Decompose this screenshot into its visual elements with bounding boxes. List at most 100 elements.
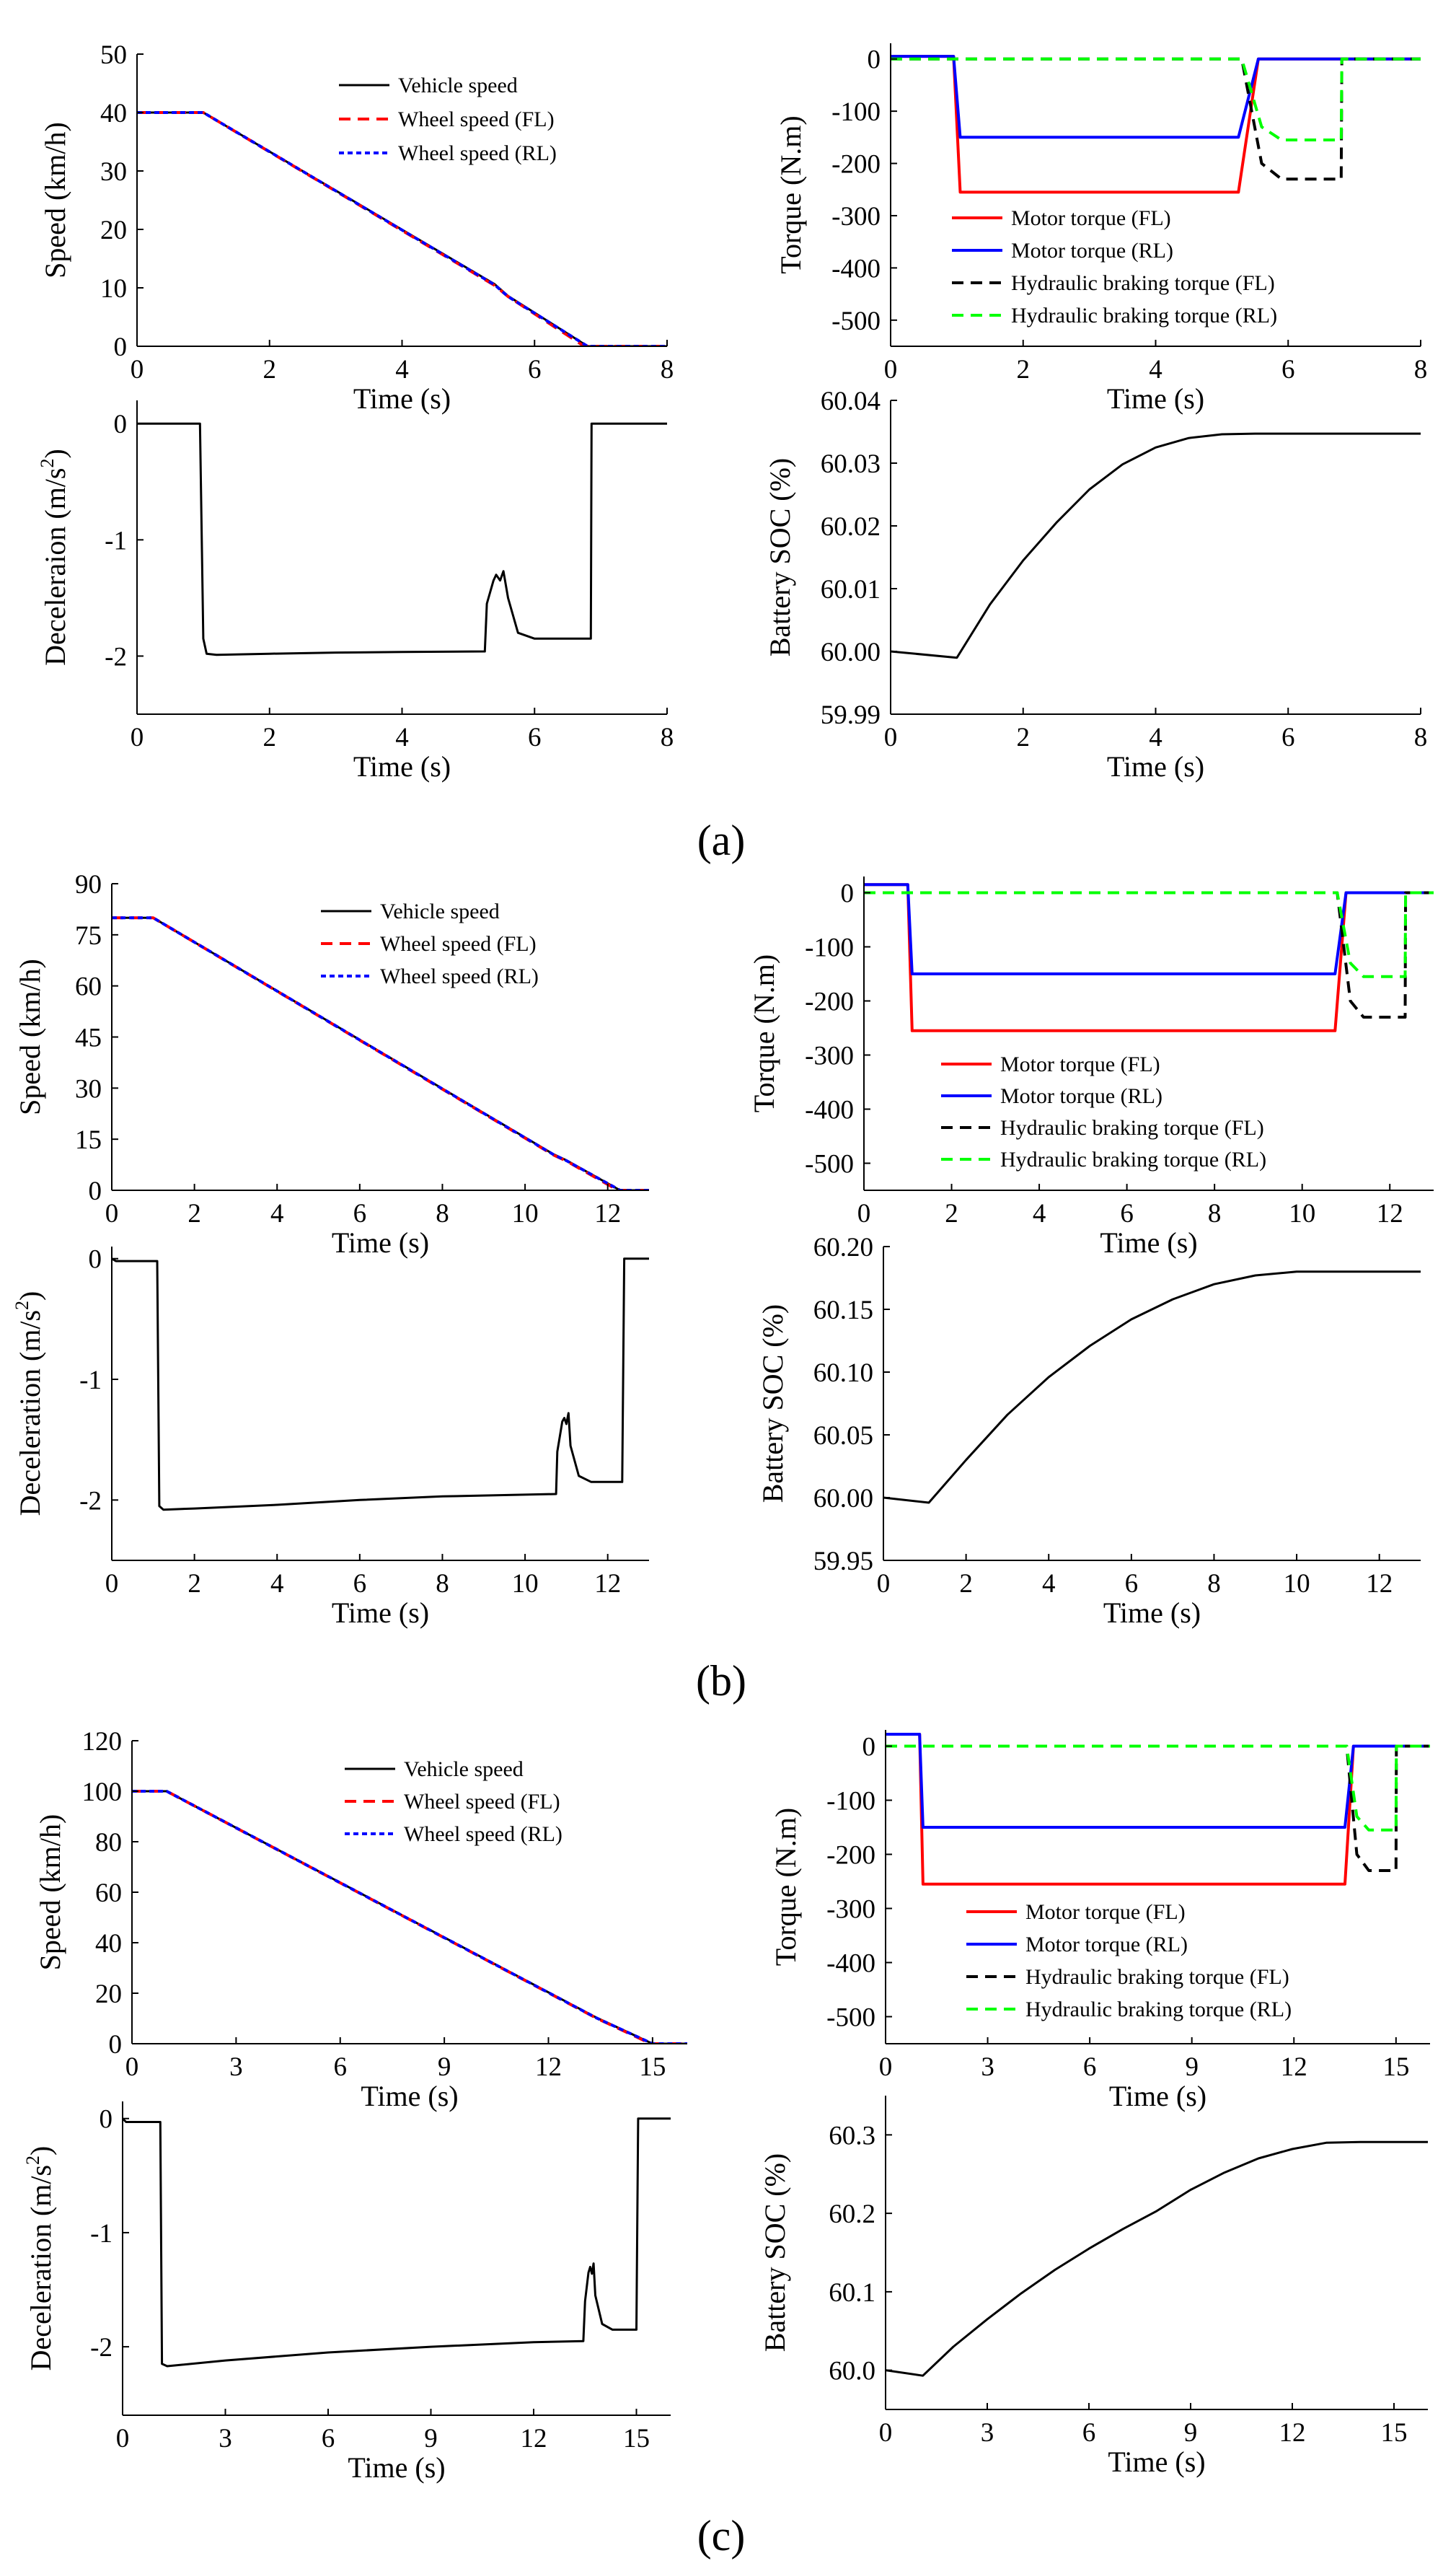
x-tick-label: 8 — [1414, 723, 1428, 752]
legend-label: Wheel speed (RL) — [398, 141, 557, 165]
legend-label: Vehicle speed — [398, 74, 518, 97]
y-tick-label: -500 — [805, 1150, 854, 1179]
y-tick-label: 10 — [100, 274, 127, 304]
legend-label: Motor torque (FL) — [1011, 206, 1171, 230]
y-tick-label: -1 — [105, 526, 127, 555]
y-axis-label: Battery SOC (%) — [759, 2153, 791, 2352]
chart-b-soc: 0 2 4 6 8 10 12 59.95 60.00 60.05 60.10 60.15 60.20 T… — [756, 1233, 1421, 1629]
y-tick-label: 0 — [114, 333, 128, 362]
x-tick-label: 10 — [512, 1199, 539, 1229]
x-axis-label: Time (s) — [332, 1226, 429, 1259]
x-tick-label: 4 — [270, 1199, 284, 1229]
y-tick-label: 40 — [95, 1929, 122, 1959]
y-tick-label: 60.05 — [813, 1421, 873, 1451]
x-tick-label: 4 — [395, 355, 409, 385]
y-tick-label: -300 — [826, 1895, 875, 1925]
series-line-c-torque-1 — [886, 1733, 1430, 1829]
y-axis-label-sup: 2 — [22, 2156, 43, 2165]
x-tick-label: 0 — [131, 355, 144, 385]
y-axis-label-end: ) — [14, 1291, 46, 1301]
x-tick-label: 12 — [1279, 2418, 1306, 2448]
y-tick-label: 40 — [100, 99, 127, 128]
x-tick-label: 12 — [1281, 2052, 1307, 2082]
x-tick-label: 6 — [1125, 1569, 1139, 1599]
chart-c-decel: 0 3 6 9 12 15 0 -1 -2 Time (s) Deceleration (m/s2) — [22, 2101, 671, 2484]
x-tick-label: 8 — [661, 355, 674, 385]
legend-label: Hydraulic braking torque (FL) — [1000, 1116, 1264, 1140]
legend-label: Hydraulic braking torque (RL) — [1011, 304, 1277, 328]
x-tick-label: 6 — [528, 723, 542, 752]
x-tick-label: 0 — [884, 355, 898, 385]
x-tick-label: 4 — [270, 1569, 284, 1599]
y-tick-label: 59.95 — [813, 1547, 873, 1576]
x-tick-label: 6 — [322, 2424, 335, 2453]
legend-label: Motor torque (RL) — [1000, 1084, 1162, 1108]
series-line-c-decel-0 — [123, 2117, 671, 2368]
x-tick-label: 6 — [1083, 2052, 1097, 2082]
x-tick-label: 2 — [1017, 723, 1031, 752]
chart-b-speed: 0 2 4 6 8 10 12 0 15 30 45 60 75 90 Time (s) Speed (km/… — [14, 870, 649, 1259]
legend-label: Vehicle speed — [404, 1757, 524, 1781]
x-axis-label: Time (s) — [353, 750, 451, 783]
y-tick-label: 20 — [95, 1980, 122, 2009]
x-tick-label: 8 — [1207, 1569, 1221, 1599]
legend-b-speed: Vehicle speed Wheel speed (FL) Wheel speed… — [321, 900, 539, 988]
y-axis-label-main: Deceleration (m/s — [14, 1310, 46, 1516]
x-tick-label: 12 — [535, 2052, 562, 2082]
y-tick-label: -2 — [79, 1486, 102, 1516]
y-axis-label: Deceleraion (m/s2) — [37, 449, 71, 666]
y-tick-label: 45 — [75, 1024, 102, 1053]
legend-c-speed: Vehicle speed Wheel speed (FL) Wheel speed… — [345, 1757, 562, 1846]
panel-label-a: (a) — [697, 817, 746, 864]
legend-label: Motor torque (FL) — [1000, 1053, 1160, 1076]
series-line-c-speed-2 — [132, 1790, 687, 2044]
y-tick-label: 80 — [95, 1828, 122, 1858]
x-tick-label: 4 — [1149, 723, 1162, 752]
legend-label: Hydraulic braking torque (FL) — [1025, 1965, 1289, 1989]
x-tick-label: 12 — [594, 1569, 621, 1599]
x-tick-label: 10 — [1284, 1569, 1310, 1599]
legend-label: Wheel speed (RL) — [380, 965, 539, 988]
legend-b-torque: Motor torque (FL) Motor torque (RL) Hydrau… — [941, 1053, 1266, 1172]
x-tick-label: 4 — [1042, 1569, 1056, 1599]
y-tick-label: 0 — [868, 45, 881, 75]
x-tick-label: 6 — [528, 355, 542, 385]
y-tick-label: -100 — [826, 1787, 875, 1816]
y-axis-label: Battery SOC (%) — [764, 458, 796, 657]
y-tick-label: -2 — [90, 2333, 112, 2363]
x-tick-label: 0 — [877, 1569, 891, 1599]
y-tick-label: 60.01 — [821, 575, 881, 605]
y-axis-label: Deceleration (m/s2) — [22, 2146, 57, 2371]
y-axis-label: Speed (km/h) — [14, 959, 46, 1115]
y-tick-label: -1 — [90, 2219, 112, 2249]
legend-label: Hydraulic braking torque (RL) — [1025, 1998, 1292, 2021]
x-tick-label: 8 — [436, 1199, 449, 1229]
y-tick-label: -300 — [831, 202, 881, 232]
series-line-a-decel-0 — [137, 422, 667, 656]
y-tick-label: -100 — [805, 933, 854, 963]
y-axis-label: Speed (km/h) — [34, 1814, 66, 1971]
legend-label: Motor torque (RL) — [1025, 1933, 1188, 1956]
x-tick-label: 6 — [334, 2052, 348, 2082]
x-tick-label: 0 — [105, 1569, 119, 1599]
x-tick-label: 3 — [981, 2052, 994, 2082]
y-tick-label: 15 — [75, 1125, 102, 1155]
x-axis-label: Time (s) — [353, 382, 451, 415]
legend-label: Hydraulic braking torque (FL) — [1011, 271, 1275, 295]
x-tick-label: 4 — [395, 723, 409, 752]
x-tick-label: 3 — [219, 2424, 232, 2453]
x-axis-label: Time (s) — [1103, 1596, 1201, 1629]
x-tick-label: 12 — [594, 1199, 621, 1229]
y-tick-label: 60.2 — [829, 2200, 875, 2229]
x-tick-label: 2 — [263, 723, 277, 752]
x-axis-label: Time (s) — [1100, 1226, 1197, 1259]
y-tick-label: -200 — [826, 1841, 875, 1871]
x-tick-label: 2 — [945, 1199, 958, 1229]
y-tick-label: 30 — [75, 1074, 102, 1104]
legend-label: Wheel speed (RL) — [404, 1822, 562, 1846]
y-tick-label: 100 — [82, 1778, 123, 1807]
x-tick-label: 0 — [105, 1199, 119, 1229]
y-tick-label: 60.0 — [829, 2357, 875, 2386]
x-tick-label: 6 — [1281, 355, 1295, 385]
x-tick-label: 9 — [1185, 2052, 1199, 2082]
